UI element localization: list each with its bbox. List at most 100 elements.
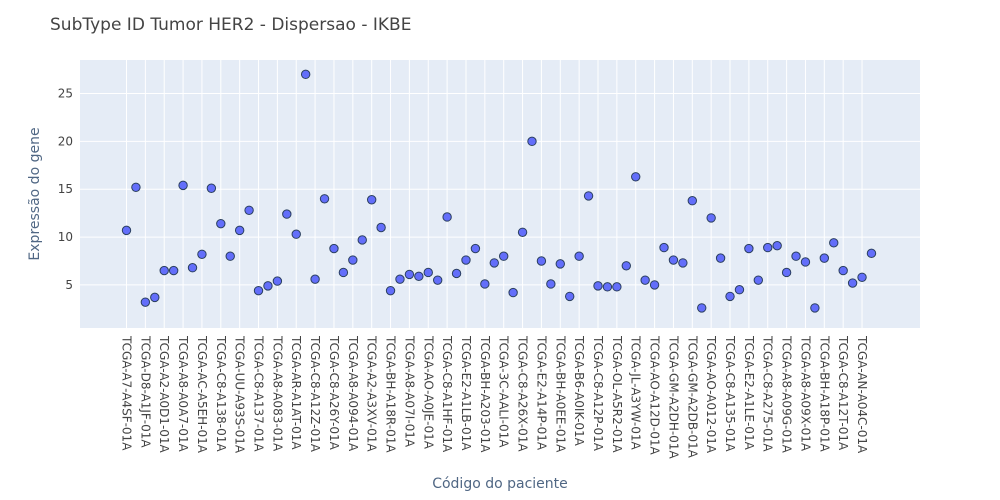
data-point[interactable] [310, 274, 320, 284]
data-point[interactable] [593, 281, 603, 291]
data-point[interactable] [272, 276, 283, 286]
data-point[interactable] [631, 172, 641, 182]
data-point[interactable] [697, 303, 707, 313]
data-point[interactable] [517, 227, 528, 237]
x-tick-label: TCGA-C8-A26X-01A [516, 335, 530, 452]
data-point[interactable] [866, 248, 877, 259]
data-point[interactable] [536, 256, 547, 266]
data-point[interactable] [763, 242, 773, 253]
data-point[interactable] [329, 243, 339, 254]
data-point[interactable] [791, 251, 801, 261]
data-point[interactable] [291, 229, 301, 239]
x-tick-label: TCGA-BH-A203-01A [478, 335, 492, 453]
data-point[interactable] [847, 278, 858, 288]
data-point[interactable] [338, 267, 349, 278]
data-point[interactable] [376, 222, 386, 233]
x-tick-label: TCGA-BH-A18P-01A [817, 335, 831, 453]
x-tick-label: TCGA-A8-A09G-01A [780, 335, 794, 454]
data-point[interactable] [546, 279, 556, 289]
data-point[interactable] [772, 240, 782, 251]
x-tick-label: TCGA-3C-AALI-01A [497, 335, 511, 448]
data-point[interactable] [838, 265, 848, 276]
data-point[interactable] [461, 255, 471, 265]
data-point[interactable] [216, 218, 226, 229]
data-point[interactable] [649, 280, 660, 290]
data-point[interactable] [159, 265, 169, 276]
data-point[interactable] [404, 269, 415, 280]
data-point[interactable] [480, 279, 490, 289]
data-point[interactable] [244, 205, 254, 215]
x-tick-label: TCGA-AO-A012-01A [704, 335, 718, 454]
data-point[interactable] [565, 291, 575, 302]
x-tick-label: TCGA-C8-A12T-01A [836, 335, 850, 451]
data-point[interactable] [800, 257, 811, 267]
data-point[interactable] [489, 258, 499, 268]
data-point[interactable] [668, 255, 679, 265]
data-point[interactable] [659, 242, 669, 253]
data-point[interactable] [197, 249, 207, 260]
data-point[interactable] [442, 212, 452, 222]
data-point[interactable] [253, 285, 264, 296]
data-point[interactable] [621, 261, 631, 271]
data-point[interactable] [781, 267, 792, 278]
data-point[interactable] [810, 303, 820, 313]
data-point[interactable] [829, 238, 839, 248]
x-tick-label: TCGA-B6-A0IK-01A [572, 335, 586, 447]
data-point[interactable] [385, 285, 396, 296]
data-point[interactable] [640, 275, 650, 285]
data-point[interactable] [499, 251, 509, 261]
data-point[interactable] [395, 274, 405, 284]
x-tick-label: TCGA-C8-A26Y-01A [327, 335, 341, 451]
data-point[interactable] [527, 136, 537, 147]
x-axis-ticks: TCGA-A7-A4SF-01A TCGA-D8-A1JF-01A TCGA-A2-… [120, 335, 870, 459]
data-point[interactable] [357, 235, 367, 245]
data-point[interactable] [121, 225, 132, 236]
data-point[interactable] [451, 268, 462, 279]
data-point[interactable] [678, 258, 688, 268]
x-tick-label: TCGA-A8-A094-01A [346, 335, 360, 452]
data-point[interactable] [319, 194, 330, 204]
data-point[interactable] [168, 265, 179, 276]
data-point[interactable] [574, 251, 584, 261]
data-point[interactable] [753, 275, 764, 285]
data-point[interactable] [234, 225, 245, 236]
data-point[interactable] [348, 255, 358, 265]
data-point[interactable] [150, 292, 160, 303]
data-point[interactable] [366, 195, 377, 205]
data-point[interactable] [225, 251, 235, 261]
data-point[interactable] [602, 282, 613, 292]
x-tick-label: TCGA-BH-A18R-01A [384, 335, 398, 453]
data-point[interactable] [612, 282, 622, 292]
data-point[interactable] [583, 191, 594, 201]
x-tick-label: TCGA-A8-A09X-01A [798, 335, 812, 452]
data-point[interactable] [687, 196, 697, 206]
data-point[interactable] [206, 183, 217, 193]
y-tick-label: 10 [58, 230, 73, 244]
data-point[interactable] [140, 297, 151, 307]
data-point[interactable] [508, 287, 518, 298]
data-point[interactable] [857, 272, 867, 282]
data-point[interactable] [414, 271, 424, 282]
data-point[interactable] [423, 267, 433, 278]
data-point[interactable] [715, 253, 726, 263]
y-axis-ticks: 5 10 15 20 25 [58, 87, 73, 292]
data-point[interactable] [300, 69, 311, 80]
y-tick-label: 15 [58, 182, 73, 196]
data-point[interactable] [734, 285, 745, 295]
data-point[interactable] [131, 182, 141, 193]
data-point[interactable] [263, 281, 273, 291]
data-point[interactable] [282, 209, 292, 219]
data-point[interactable] [744, 243, 754, 254]
data-point[interactable] [470, 243, 481, 254]
data-point[interactable] [725, 291, 735, 302]
x-tick-label: TCGA-GM-A2DH-01A [666, 335, 680, 459]
data-point[interactable] [555, 259, 565, 269]
data-point[interactable] [432, 275, 443, 285]
x-tick-label: TCGA-JL-A3YW-01A [629, 335, 643, 450]
data-point[interactable] [706, 213, 716, 223]
y-axis-title: Expressão do gene [27, 127, 43, 260]
data-point[interactable] [178, 180, 188, 191]
data-point[interactable] [187, 263, 198, 273]
data-point[interactable] [819, 253, 830, 263]
x-tick-label: TCGA-A8-A083-01A [270, 335, 284, 452]
